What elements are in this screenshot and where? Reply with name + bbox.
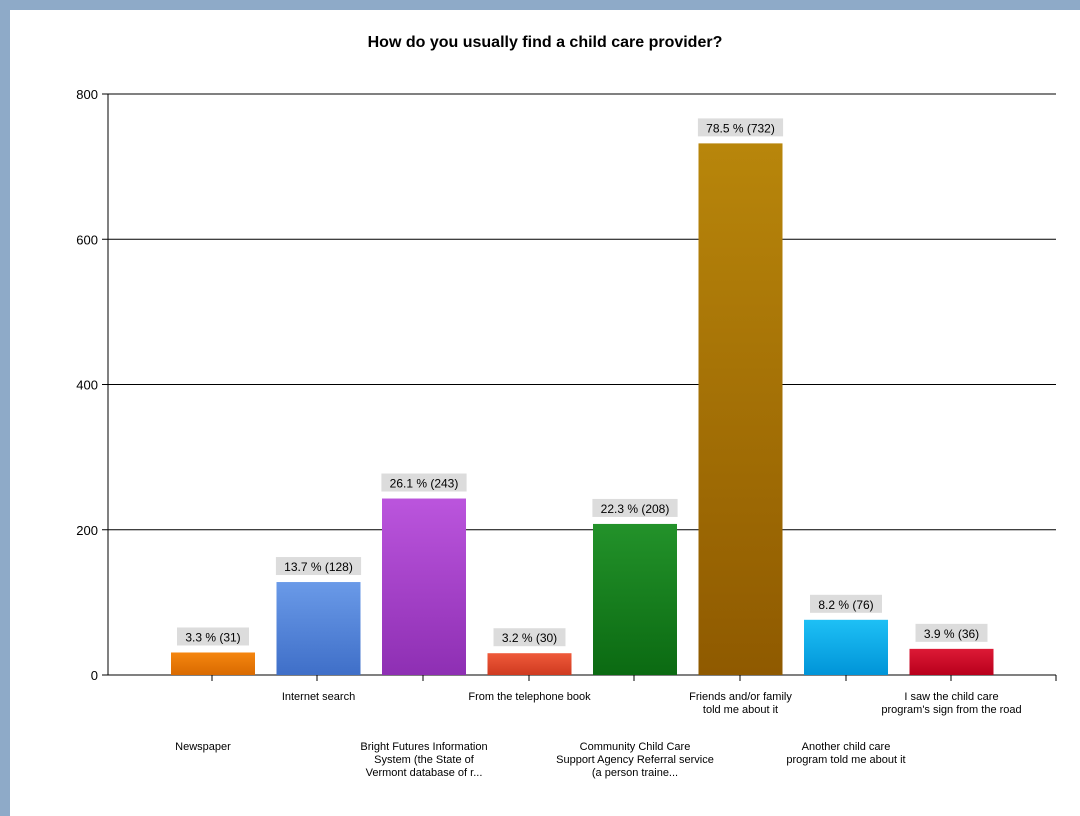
y-tick-label-400: 400: [76, 378, 98, 393]
y-tick-label-0: 0: [91, 668, 98, 683]
category-label-7-0: I saw the child care: [904, 691, 998, 703]
bar-5: [698, 143, 783, 675]
bar-2: [382, 498, 466, 675]
bar-3: [487, 653, 572, 675]
category-label-2-0: Bright Futures Information: [360, 741, 487, 753]
category-label-5-1: told me about it: [703, 704, 778, 716]
category-label-7-1: program's sign from the road: [881, 704, 1021, 716]
data-label-7: 3.9 % (36): [924, 627, 979, 641]
category-label-2-1: System (the State of: [374, 754, 475, 766]
data-label-bg-2: [381, 473, 467, 492]
data-label-bg-4: [592, 498, 678, 517]
category-label-3-0: From the telephone book: [468, 691, 591, 703]
chart-title: How do you usually find a child care pro…: [367, 34, 723, 51]
data-label-bg-6: [810, 594, 882, 613]
category-label-6-0: Another child care: [802, 741, 891, 753]
bar-6: [804, 619, 888, 675]
chart-frame: How do you usually find a child care pro…: [10, 10, 1080, 816]
data-label-bg-0: [177, 627, 249, 646]
category-label-5-0: Friends and/or family: [689, 691, 792, 703]
data-label-6: 8.2 % (76): [818, 598, 873, 612]
bar-4: [593, 523, 677, 675]
y-tick-label-800: 800: [76, 87, 98, 102]
data-label-bg-5: [697, 118, 784, 137]
data-label-1: 13.7 % (128): [284, 560, 353, 574]
category-label-2-2: Vermont database of r...: [366, 767, 483, 779]
category-label-1-0: Internet search: [282, 691, 355, 703]
category-label-4-0: Community Child Care: [580, 741, 691, 753]
y-tick-label-200: 200: [76, 523, 98, 538]
y-tick-label-600: 600: [76, 232, 98, 247]
category-label-4-1: Support Agency Referral service: [556, 754, 714, 766]
data-label-bg-7: [915, 623, 988, 642]
category-label-4-2: (a person traine...: [592, 767, 678, 779]
data-label-bg-1: [275, 557, 362, 576]
data-label-4: 22.3 % (208): [601, 502, 670, 516]
data-label-0: 3.3 % (31): [185, 630, 240, 644]
data-label-3: 3.2 % (30): [502, 631, 557, 645]
bar-7: [909, 648, 994, 675]
data-label-5: 78.5 % (732): [706, 121, 775, 135]
category-label-0-0: Newspaper: [175, 741, 231, 753]
bar-chart: 0 200 400 600 800 3.3 % (31) Newspaper 13.7 % (…: [76, 87, 1057, 779]
bar-1: [276, 582, 361, 675]
data-label-2: 26.1 % (243): [390, 477, 459, 491]
data-label-bg-3: [493, 628, 566, 647]
category-label-6-1: program told me about it: [786, 754, 905, 766]
bar-0: [171, 652, 255, 675]
